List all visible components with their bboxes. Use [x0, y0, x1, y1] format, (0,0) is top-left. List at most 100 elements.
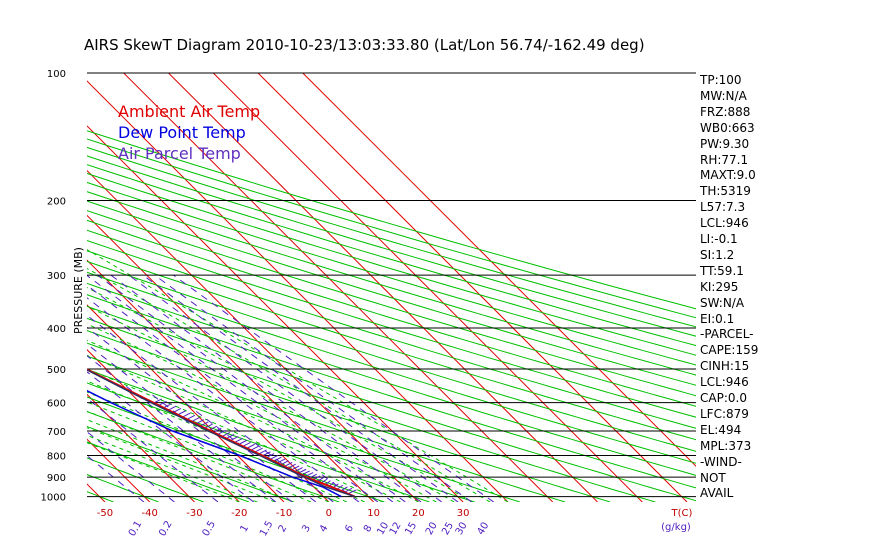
cape-hatch-line — [336, 484, 344, 490]
moist-adiabat-line — [87, 434, 258, 502]
mixing-ratio-tick-label: 1 — [238, 523, 251, 534]
mixing-ratio-tick-label: 6 — [343, 523, 356, 534]
cape-hatch-line — [238, 439, 247, 445]
dry-adiabat-line — [87, 219, 696, 407]
bottom-temp-tick-label: 0 — [326, 508, 332, 519]
cape-hatch-line — [298, 468, 307, 474]
cape-hatch-line — [277, 458, 286, 464]
cape-hatch-line — [347, 489, 357, 495]
mixing-ratio-tick-label: 8 — [362, 523, 375, 534]
cape-hatch-line — [158, 400, 167, 406]
pressure-tick-label: 1000 — [41, 493, 66, 504]
cape-hatch-line — [230, 435, 239, 441]
cape-hatch-line — [217, 429, 226, 435]
cape-hatch-line — [208, 425, 218, 431]
moist-adiabat-line — [87, 354, 401, 502]
bottom-temp-tick-label: 30 — [457, 508, 470, 519]
mixing-ratio-tick-label: 0.1 — [127, 519, 144, 538]
dry-adiabat-line — [87, 368, 475, 502]
cape-hatch-line — [246, 443, 255, 449]
index-entry: TH:5319 — [700, 184, 751, 199]
cape-hatch-line — [304, 472, 314, 478]
index-entry: LFC:879 — [700, 406, 749, 421]
index-entry: MAXT:9.0 — [700, 168, 756, 183]
dry-adiabat-line — [87, 200, 696, 386]
mixing-ratio-line — [142, 274, 459, 502]
isobar-lines — [87, 72, 696, 498]
index-entry: CAPE:159 — [700, 343, 759, 358]
dry-adiabat-line — [87, 342, 566, 502]
dry-adiabat-line — [87, 271, 696, 464]
series-line-air-parcel-temp — [87, 369, 355, 498]
cape-hatch-line — [234, 437, 243, 443]
isotherm-line — [302, 73, 696, 467]
index-entry: SI:1.2 — [700, 247, 735, 262]
cape-hatch-line — [258, 449, 267, 455]
moist-adiabat-line — [87, 442, 240, 502]
cape-hatch-line — [168, 405, 177, 411]
bottom-temp-tick-label: -40 — [142, 508, 158, 519]
cape-hatch-line — [173, 408, 182, 413]
dry-adiabat-line — [87, 282, 696, 476]
mixing-ratio-line — [87, 314, 334, 502]
pressure-tick-label: 100 — [47, 69, 66, 80]
cape-hatch-line — [177, 410, 186, 416]
mixing-ratio-line — [128, 274, 442, 502]
moist-adiabat-line — [87, 267, 491, 502]
index-entry: PW:9.30 — [700, 136, 750, 151]
pressure-tick-label: 500 — [47, 365, 66, 376]
bottom-temp-tick-label: 10 — [367, 508, 380, 519]
index-entry: TP:100 — [700, 73, 742, 87]
pressure-tick-label: 400 — [47, 324, 66, 335]
cape-hatch-line — [213, 427, 222, 433]
index-entry: RH:77.1 — [700, 152, 749, 167]
index-entry: LI:-0.1 — [700, 232, 738, 246]
moist-adiabat-line — [87, 380, 365, 502]
legend-dew-point-temp: Dew Point Temp — [118, 123, 246, 142]
bottom-temp-tick-label: 20 — [412, 508, 425, 519]
cape-hatch-line — [312, 475, 321, 481]
mixing-ratio-line — [87, 297, 360, 502]
mixing-ratio-tick-label: 12 — [388, 520, 404, 537]
dry-adiabat-line — [87, 146, 696, 328]
dry-adiabat-line — [87, 411, 340, 502]
dry-adiabat-line — [87, 305, 696, 502]
moist-adiabat-line — [87, 249, 509, 502]
cape-hatch-line — [226, 433, 235, 439]
index-entry: TT:59.1 — [700, 263, 744, 278]
moist-adiabat-line — [87, 401, 330, 502]
chart-title: AIRS SkewT Diagram 2010-10-23/13:03:33.8… — [84, 36, 645, 54]
cape-hatch-line — [153, 398, 162, 404]
isotherm-line — [212, 73, 643, 502]
pressure-tick-label: 600 — [47, 399, 66, 410]
legend-air-parcel-temp: Air Parcel Temp — [118, 144, 241, 163]
index-entry: EL:494 — [700, 422, 742, 437]
pressure-tick-label: 300 — [47, 271, 66, 282]
mixing-ratio-line — [87, 326, 317, 502]
cape-hatch-line — [301, 470, 310, 476]
isotherm-line — [0, 73, 15, 502]
mixing-ratio-line — [87, 343, 293, 502]
index-entry: LCL:946 — [700, 375, 749, 390]
dry-adiabat-line — [87, 441, 250, 502]
dry-adiabat-line — [87, 130, 696, 310]
dry-adiabat-line — [87, 191, 696, 376]
cape-hatch-line — [242, 441, 251, 447]
moist-adiabat-line — [87, 286, 473, 502]
cape-hatch-line — [344, 487, 353, 493]
dry-adiabat-line — [87, 138, 696, 319]
dry-adiabat-line — [87, 294, 696, 489]
legend-ambient-air-temp: Ambient Air Temp — [118, 102, 260, 121]
x-axis-label: T(C) — [671, 508, 693, 519]
mixing-ratio-line — [87, 355, 277, 502]
cape-hatch-line — [262, 451, 271, 457]
dry-adiabat-line — [87, 229, 696, 418]
pressure-tick-label: 800 — [47, 452, 66, 463]
index-entry: AVAIL — [700, 486, 734, 501]
cape-hatch-line — [291, 465, 300, 471]
y-axis-label: PRESSURE (MB) — [72, 247, 85, 334]
index-entry: MW:N/A — [700, 88, 747, 103]
mixing-ratio-tick-label: 20 — [424, 520, 440, 537]
mixing-ratio-line — [87, 284, 379, 502]
cape-hatch-line — [200, 421, 209, 427]
